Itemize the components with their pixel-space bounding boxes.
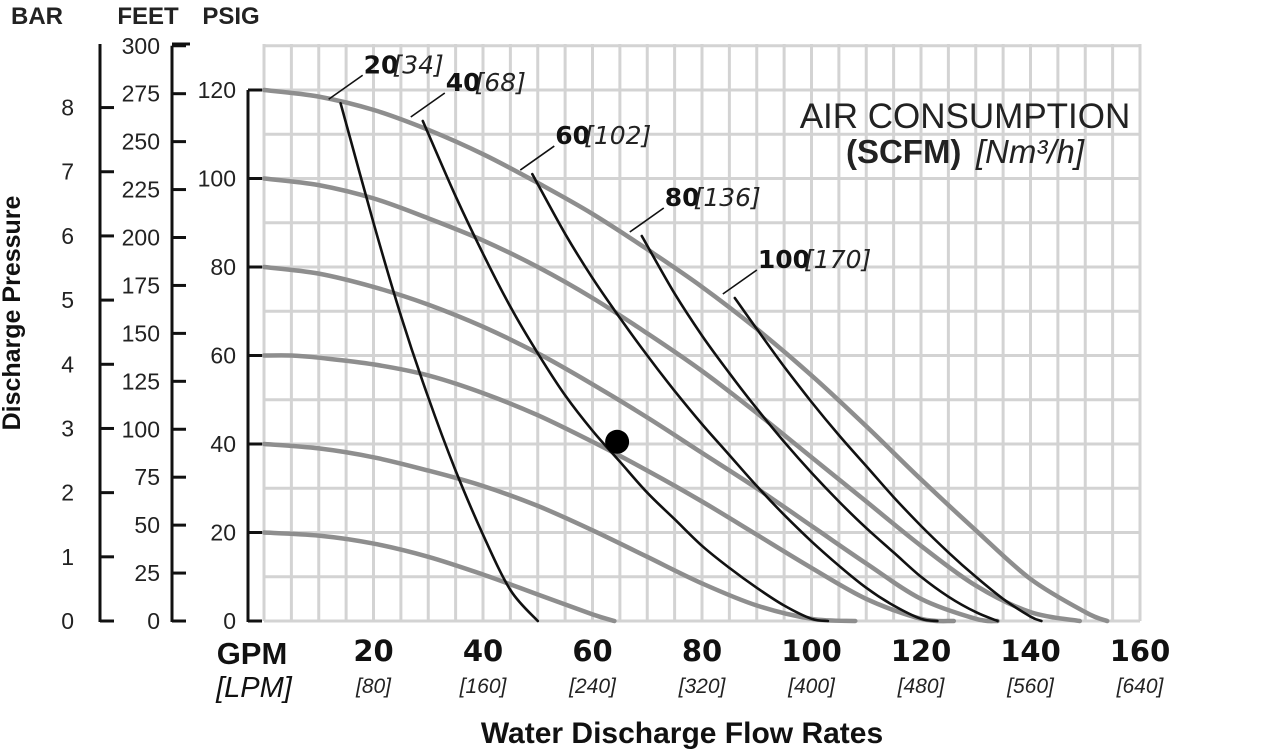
x-tick-label: 100 [781, 634, 842, 668]
psig-axis-tick-label: 20 [210, 520, 236, 546]
x-tick-sublabel: [240] [568, 675, 617, 698]
air-label-leader [519, 145, 555, 171]
feet-axis-tick-label: 150 [122, 320, 160, 346]
legend: AIR CONSUMPTION (SCFM) [Nm³/h] [800, 97, 1131, 170]
air-label-nm3h: [68] [475, 68, 526, 97]
bar-axis-tick-label: 7 [61, 159, 74, 185]
x-unit-secondary: [LPM] [215, 672, 293, 704]
bar-axis-header: BAR [11, 3, 63, 30]
bar-axis-tick-label: 0 [61, 608, 74, 634]
legend-line-2: (SCFM) [Nm³/h] [846, 133, 1085, 170]
bar-axis-tick-label: 2 [61, 480, 74, 506]
feet-axis-tick-label: 175 [122, 272, 160, 298]
air-label-leader [629, 207, 665, 233]
psig-axis-tick-label: 0 [223, 608, 236, 634]
x-tick-label: 80 [682, 634, 722, 668]
bar-axis-tick-label: 5 [61, 287, 74, 313]
x-tick-sublabel: [560] [1006, 675, 1055, 698]
x-tick-sublabel: [400] [787, 675, 836, 698]
psig-axis-tick-label: 100 [198, 166, 236, 192]
air-label-leader [722, 269, 758, 295]
performance-curve [261, 176, 1083, 624]
air-label-scfm: 80 [665, 183, 700, 212]
feet-axis-tick-label: 100 [122, 416, 160, 442]
air-label-scfm: 20 [364, 50, 399, 79]
x-tick-label: 160 [1110, 634, 1171, 668]
air-label-scfm: 100 [758, 245, 810, 274]
curves: 20[34]40[68] 60[102] 80[136] 100[170] [261, 50, 1110, 624]
air-label-nm3h: [170] [804, 245, 871, 274]
feet-axis-tick-label: 275 [122, 81, 160, 107]
operating-point-marker [605, 429, 630, 454]
x-tick-sublabel: [480] [897, 675, 946, 698]
air-label-nm3h: [136] [694, 183, 761, 212]
performance-curve [261, 264, 1000, 624]
x-tick-sublabel: [640] [1116, 675, 1165, 698]
air-curve-20 [339, 102, 540, 623]
x-tick-label: 140 [1000, 634, 1061, 668]
axes: 0123456780255075100125150175200225250275… [61, 33, 1170, 698]
psig-axis-tick-label: 80 [210, 254, 236, 280]
x-tick-label: 60 [572, 634, 612, 668]
air-curve-label-60: 60[102] [555, 121, 651, 150]
feet-axis-tick-label: 300 [122, 33, 160, 59]
air-curve-label-20: 20[34] [364, 50, 444, 79]
y-axis-title: Discharge Pressure [0, 195, 26, 430]
psig-axis-tick-label: 40 [210, 431, 236, 457]
x-tick-sublabel: [320] [678, 675, 727, 698]
air-label-scfm: 60 [555, 121, 590, 150]
feet-axis-tick-label: 225 [122, 177, 160, 203]
legend-unit-nm3h: [Nm³/h] [975, 133, 1085, 170]
bar-axis-tick-label: 3 [61, 415, 74, 441]
x-axis-title: Water Discharge Flow Rates [481, 717, 883, 750]
grid [262, 44, 1142, 623]
feet-axis-tick-label: 75 [134, 464, 160, 490]
air-curve-60 [531, 172, 939, 623]
performance-curve [261, 441, 858, 624]
x-tick-label: 20 [353, 634, 393, 668]
performance-curve [261, 530, 617, 624]
air-curve-label-80: 80[136] [665, 183, 761, 212]
x-tick-label: 120 [891, 634, 952, 668]
bar-axis-tick-label: 6 [61, 223, 74, 249]
air-curve-100 [733, 296, 1043, 623]
air-label-nm3h: [34] [392, 50, 443, 79]
feet-axis-tick-label: 25 [134, 560, 160, 586]
performance-curve [261, 353, 957, 624]
air-curve-80 [640, 234, 999, 623]
x-tick-label: 40 [463, 634, 503, 668]
feet-axis-tick-label: 0 [147, 608, 160, 634]
air-curve-label-40: 40[68] [446, 68, 526, 97]
air-label-leader [328, 74, 364, 100]
feet-axis-tick-label: 200 [122, 225, 160, 251]
air-curve-40 [421, 119, 830, 623]
performance-curve [261, 87, 1110, 624]
feet-axis-tick-label: 125 [122, 368, 160, 394]
legend-line-1: AIR CONSUMPTION [800, 97, 1131, 136]
x-tick-sublabel: [80] [355, 675, 392, 698]
air-label-leader [410, 92, 446, 118]
air-curve-label-100: 100[170] [758, 245, 871, 274]
x-unit-primary: GPM [217, 636, 288, 671]
psig-axis-header: PSIG [202, 3, 259, 30]
legend-unit-scfm: (SCFM) [846, 133, 961, 170]
air-label-scfm: 40 [446, 68, 481, 97]
psig-axis-tick-label: 120 [198, 77, 236, 103]
bar-axis-tick-label: 1 [61, 544, 74, 570]
bar-axis-tick-label: 8 [61, 95, 74, 121]
feet-axis-header: FEET [117, 3, 179, 30]
feet-axis-tick-label: 50 [134, 512, 160, 538]
psig-axis-tick-label: 60 [210, 343, 236, 369]
feet-axis-tick-label: 250 [122, 129, 160, 155]
x-tick-sublabel: [160] [459, 675, 508, 698]
bar-axis-tick-label: 4 [61, 351, 74, 377]
air-label-nm3h: [102] [584, 121, 651, 150]
